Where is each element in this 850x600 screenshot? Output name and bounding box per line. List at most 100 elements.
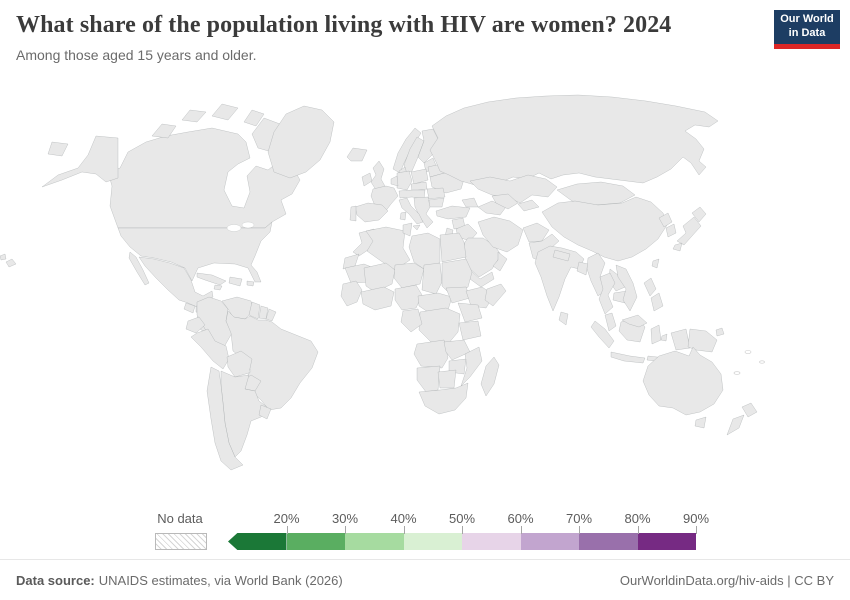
region-sri-lanka[interactable]: Sri Lanka — <20% bbox=[558, 311, 569, 326]
region-gabon-congo[interactable]: Gabon & Congo — 70-80% bbox=[400, 308, 423, 333]
region-balkans[interactable]: Balkans & Greece — <20% bbox=[413, 196, 434, 229]
region-chile[interactable]: Chile — <20% bbox=[206, 366, 244, 471]
region-indonesia[interactable]: Indonesia — 30-40% bbox=[590, 320, 615, 349]
region-philippines[interactable]: Philippines — <20% bbox=[650, 292, 664, 312]
region-algeria[interactable]: Algeria — 40-50% bbox=[365, 226, 411, 271]
region-bangladesh[interactable]: Bangladesh — 20-30% bbox=[576, 261, 589, 276]
region-mali[interactable]: Mali — 60-70% bbox=[363, 262, 396, 293]
region-jamaica[interactable]: Jamaica — 60-70% bbox=[213, 284, 223, 291]
region-japan[interactable]: Japan — <20% bbox=[676, 216, 702, 246]
region-australia[interactable]: Australia — <20% bbox=[642, 346, 724, 416]
region-russia[interactable]: Russia — 30-40% bbox=[47, 141, 69, 157]
legend-bucket-swatch[interactable] bbox=[403, 533, 462, 550]
region-russia[interactable]: Russia — 30-40% bbox=[429, 94, 719, 186]
region-sudan[interactable]: Sudan — 30-40% bbox=[441, 258, 473, 297]
region-indonesia[interactable]: Indonesia — 30-40% bbox=[670, 328, 691, 351]
region-tanzania[interactable]: Tanzania — 60-70% bbox=[458, 320, 482, 341]
region-ecuador[interactable]: Ecuador — 30-40% bbox=[185, 316, 206, 334]
region-mexico[interactable]: Mexico — <20% bbox=[128, 251, 150, 286]
legend-bucket-swatch[interactable] bbox=[637, 533, 696, 550]
region-united-kingdom[interactable]: United Kingdom — 30-40% bbox=[370, 160, 387, 191]
region-guatemala[interactable]: Guatemala — 30-40% bbox=[183, 302, 196, 314]
region-benelux[interactable]: Benelux — 20-30% bbox=[390, 175, 399, 187]
region-australia[interactable]: Australia — <20% bbox=[694, 416, 707, 429]
region-indonesia[interactable]: Indonesia — 30-40% bbox=[660, 333, 668, 342]
region-kenya-uganda[interactable]: Kenya & Uganda — 60-70% bbox=[457, 302, 483, 323]
region-caucasus[interactable]: Caucasus — 20-30% bbox=[461, 197, 479, 208]
region-czechia-slovakia[interactable]: Czechia & Slovakia — 20-30% bbox=[410, 181, 428, 192]
region-spain[interactable]: Spain — <20% bbox=[354, 202, 389, 223]
region-nigeria[interactable]: Nigeria — 60-70% bbox=[394, 284, 423, 311]
legend-bucket-swatch[interactable] bbox=[520, 533, 579, 550]
region-nepal[interactable]: Nepal — 30-40% bbox=[552, 249, 571, 262]
region-kyrgyzstan-tajikistan[interactable]: Kyrgyzstan & Tajikistan — 20-30% bbox=[517, 199, 540, 212]
region-canada[interactable]: Canada — 20-30% bbox=[211, 103, 239, 121]
region-somalia[interactable]: Somalia — 50-60% bbox=[484, 283, 507, 307]
region-kazakhstan[interactable]: Kazakhstan — 40-50% bbox=[469, 174, 558, 204]
region-indonesia[interactable]: Indonesia — 30-40% bbox=[610, 351, 646, 364]
region-italy[interactable]: Italy — <20% bbox=[412, 224, 421, 231]
region-uruguay[interactable]: Uruguay — 30-40% bbox=[258, 404, 272, 420]
region-malaysia[interactable]: Malaysia — <20% bbox=[604, 312, 617, 332]
region-united-states[interactable]: United States — 20-30% bbox=[0, 253, 7, 261]
region-malaysia[interactable]: Malaysia — <20% bbox=[621, 314, 648, 328]
region-afghanistan[interactable]: Afghanistan — <20% bbox=[522, 222, 550, 243]
legend-bucket-swatch[interactable] bbox=[579, 533, 638, 550]
region-namibia[interactable]: Namibia — 60-70% bbox=[416, 365, 441, 393]
region-taiwan[interactable]: Taiwan — <20% bbox=[651, 258, 660, 269]
region-puerto-rico[interactable]: Puerto Rico — 60-70% bbox=[246, 280, 255, 287]
region-portugal[interactable]: Portugal — 20-30% bbox=[349, 205, 357, 222]
region-angola[interactable]: Angola — 70-80% bbox=[413, 339, 449, 369]
owid-link[interactable]: OurWorldinData.org/hiv-aids | CC BY bbox=[619, 572, 834, 588]
region-north-korea[interactable]: North Korea — 40-50% bbox=[658, 212, 673, 228]
region-south-africa[interactable]: South Africa — 60-70% bbox=[418, 382, 469, 415]
region-japan[interactable]: Japan — <20% bbox=[672, 242, 683, 252]
region-chad[interactable]: Chad — 60-70% bbox=[421, 262, 443, 295]
region-mozambique[interactable]: Mozambique — 60-70% bbox=[460, 346, 483, 387]
region-canada[interactable]: Canada — 20-30% bbox=[107, 127, 301, 229]
region-china[interactable]: China — 20-30% bbox=[541, 196, 668, 262]
region-papua-new-guinea[interactable]: Papua New Guinea — 60-70% bbox=[687, 328, 718, 353]
legend-bucket-swatch[interactable] bbox=[462, 533, 521, 550]
region-thailand[interactable]: Thailand — 30-40% bbox=[598, 272, 616, 315]
region-peru[interactable]: Peru — 20-30% bbox=[190, 328, 230, 370]
region-vietnam[interactable]: Vietnam — 20-30% bbox=[615, 264, 638, 312]
region-united-states[interactable]: United States — 20-30% bbox=[41, 135, 119, 188]
region-iceland[interactable]: Iceland — 20-30% bbox=[346, 147, 368, 162]
region-italy[interactable]: Italy — <20% bbox=[399, 211, 407, 221]
region-south-korea[interactable]: South Korea — <20% bbox=[665, 223, 677, 238]
region-zambia[interactable]: Zambia — 60-70% bbox=[443, 339, 471, 361]
region-iran[interactable]: Iran — 20-30% bbox=[477, 216, 524, 253]
region-canada[interactable]: Canada — 20-30% bbox=[181, 109, 207, 123]
legend-bucket-swatch[interactable] bbox=[345, 533, 404, 550]
region-papua-new-guinea[interactable]: Papua New Guinea — 60-70% bbox=[715, 327, 725, 337]
region-new-zealand[interactable]: New Zealand — <20% bbox=[726, 414, 745, 436]
region-united-states[interactable]: United States — 20-30% bbox=[5, 258, 17, 268]
region-bulgaria[interactable]: Bulgaria — 20-30% bbox=[428, 197, 445, 208]
region-hispaniola[interactable]: Haiti & Dominican Republic — 50-60% bbox=[228, 276, 243, 287]
region-egypt[interactable]: Egypt — <20% bbox=[439, 232, 467, 263]
region-japan[interactable]: Japan — <20% bbox=[691, 206, 707, 223]
region-oman[interactable]: Oman — 20-30% bbox=[492, 251, 508, 272]
region-myanmar[interactable]: Myanmar — 30-40% bbox=[586, 252, 606, 297]
region-senegal-guinea[interactable]: Senegal & Guinea — 60-70% bbox=[340, 280, 363, 307]
region-tunisia[interactable]: Tunisia — <20% bbox=[402, 222, 413, 237]
region-ireland[interactable]: Ireland — 20-30% bbox=[361, 172, 373, 187]
region-uzbekistan[interactable]: Uzbekistan — 40-50% bbox=[491, 193, 519, 210]
region-botswana[interactable]: Botswana — 60-70% bbox=[437, 369, 457, 389]
region-niger[interactable]: Niger — 50-60% bbox=[393, 262, 425, 289]
region-pakistan[interactable]: Pakistan — <20% bbox=[528, 233, 560, 264]
region-philippines[interactable]: Philippines — <20% bbox=[643, 277, 657, 297]
legend-bucket-swatch[interactable] bbox=[228, 533, 287, 550]
region-turkey[interactable]: Turkey — 20-30% bbox=[435, 205, 471, 220]
region-romania[interactable]: Romania — 20-30% bbox=[426, 187, 446, 200]
region-italy[interactable]: Italy — <20% bbox=[398, 197, 424, 225]
region-dr-congo[interactable]: Democratic Republic of Congo — 60-70% bbox=[418, 307, 461, 345]
region-cuba[interactable]: Cuba — 20-30% bbox=[196, 272, 227, 286]
region-new-zealand[interactable]: New Zealand — <20% bbox=[741, 402, 758, 418]
region-india[interactable]: India — 40-50% bbox=[534, 245, 585, 312]
region-madagascar[interactable]: Madagascar — 40-50% bbox=[480, 356, 500, 397]
owid-logo[interactable]: Our World in Data bbox=[774, 10, 840, 49]
region-poland[interactable]: Poland — 20-30% bbox=[410, 168, 429, 185]
legend-bucket-swatch[interactable] bbox=[286, 533, 345, 550]
